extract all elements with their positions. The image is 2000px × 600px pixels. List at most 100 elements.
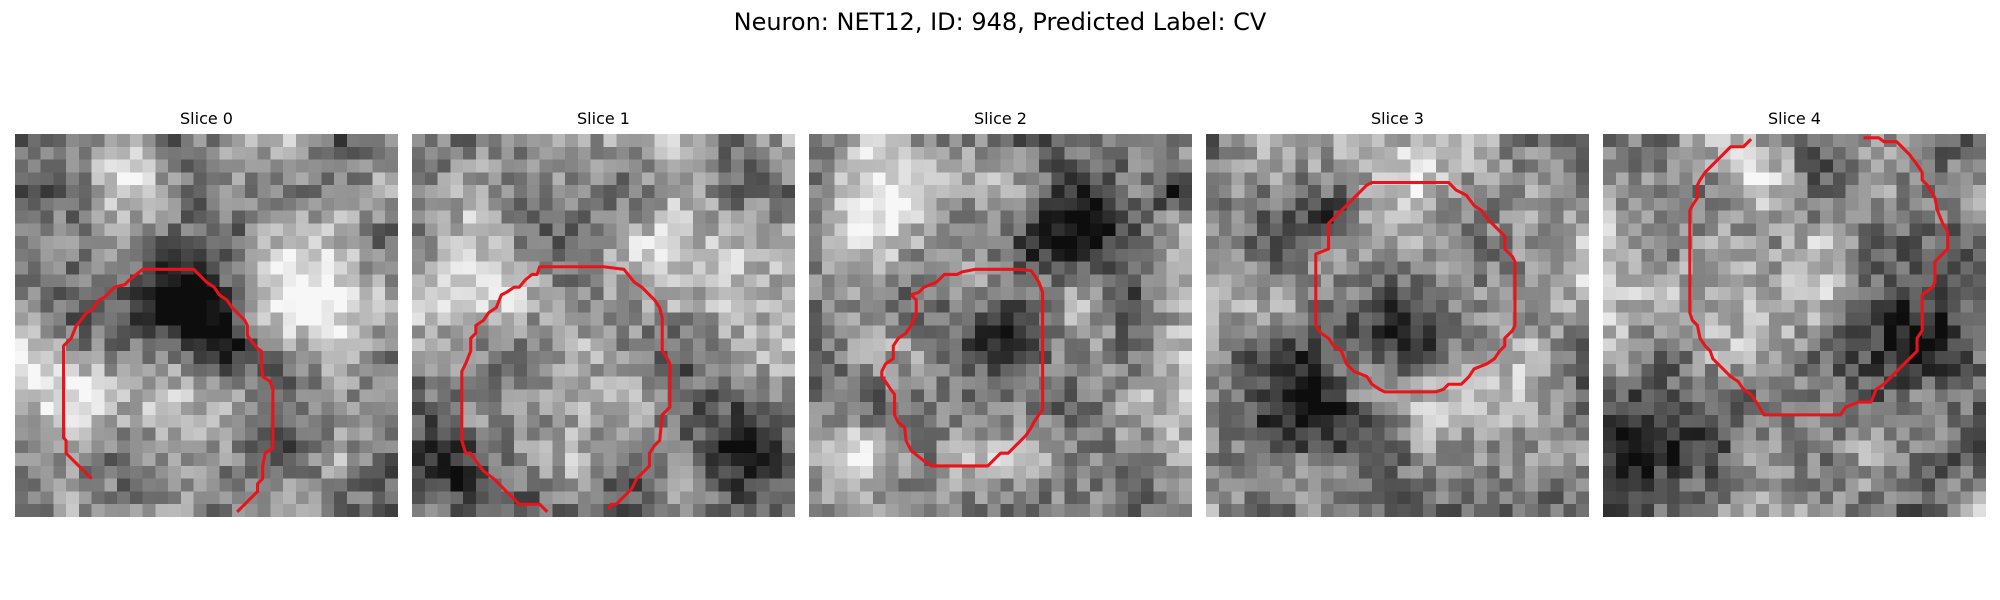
tile-pixel <box>78 197 92 211</box>
tile-pixel <box>872 261 886 275</box>
tile-pixel <box>552 185 566 199</box>
tile-pixel <box>756 465 770 479</box>
tile-pixel <box>1499 287 1513 301</box>
tile-pixel <box>1026 376 1040 390</box>
tile-pixel <box>1295 491 1309 505</box>
tile-pixel <box>718 440 732 454</box>
tile-pixel <box>590 248 604 262</box>
tile-pixel <box>1756 363 1770 377</box>
tile-pixel <box>565 159 579 173</box>
tile-pixel <box>949 248 963 262</box>
tile-pixel <box>526 287 540 301</box>
tile-pixel <box>1525 491 1539 505</box>
tile-pixel <box>104 312 118 326</box>
tile-pixel <box>936 159 950 173</box>
tile-pixel <box>1641 146 1655 160</box>
tile-pixel <box>1537 427 1551 441</box>
tile-pixel <box>295 453 309 467</box>
tile-pixel <box>834 389 848 403</box>
tile-pixel <box>501 453 515 467</box>
tile-pixel <box>1461 389 1475 403</box>
tile-pixel <box>1257 363 1271 377</box>
tile-pixel <box>1102 287 1116 301</box>
tile-pixel <box>1960 172 1974 186</box>
tile-pixel <box>1000 389 1014 403</box>
tile-pixel <box>1666 440 1680 454</box>
tile-pixel <box>885 248 899 262</box>
tile-pixel <box>872 134 886 148</box>
tile-pixel <box>987 402 1001 416</box>
tile-pixel <box>1257 312 1271 326</box>
tile-pixel <box>1128 261 1142 275</box>
tile-pixel <box>372 236 386 250</box>
tile-pixel <box>1474 478 1488 492</box>
tile-pixel <box>1832 159 1846 173</box>
tile-pixel <box>283 427 297 441</box>
tile-pixel <box>475 210 489 224</box>
tile-pixel <box>412 223 426 237</box>
tile-pixel <box>1781 261 1795 275</box>
tile-pixel <box>1807 440 1821 454</box>
tile-pixel <box>1397 478 1411 492</box>
tile-pixel <box>1128 427 1142 441</box>
tile-pixel <box>692 185 706 199</box>
tile-pixel <box>1448 261 1462 275</box>
tile-pixel <box>1397 440 1411 454</box>
tile-pixel <box>885 197 899 211</box>
tile-pixel <box>872 236 886 250</box>
tile-pixel <box>1499 453 1513 467</box>
tile-pixel <box>1206 504 1220 517</box>
tile-pixel <box>1820 197 1834 211</box>
tile-pixel <box>1973 134 1986 148</box>
tile-pixel <box>1603 427 1617 441</box>
tile-pixel <box>1909 248 1923 262</box>
tile-pixel <box>1282 453 1296 467</box>
tile-pixel <box>1537 248 1551 262</box>
tile-pixel <box>385 134 398 148</box>
tile-pixel <box>667 223 681 237</box>
tile-pixel <box>1807 325 1821 339</box>
tile-pixel <box>1603 159 1617 173</box>
tile-pixel <box>346 236 360 250</box>
tile-pixel <box>962 351 976 365</box>
tile-pixel <box>142 504 156 517</box>
tile-pixel <box>1832 427 1846 441</box>
tile-pixel <box>1537 389 1551 403</box>
tile-pixel <box>1666 376 1680 390</box>
tile-pixel <box>219 134 233 148</box>
tile-pixel <box>1206 274 1220 288</box>
tile-pixel <box>359 465 373 479</box>
tile-pixel <box>731 427 745 441</box>
tile-pixel <box>834 338 848 352</box>
tile-pixel <box>847 185 861 199</box>
tile-pixel <box>731 440 745 454</box>
tile-pixel <box>1654 299 1668 313</box>
tile-pixel <box>1231 146 1245 160</box>
tile-pixel <box>1448 465 1462 479</box>
tile-pixel <box>821 146 835 160</box>
tile-pixel <box>321 261 335 275</box>
tile-pixel <box>1257 338 1271 352</box>
tile-pixel <box>1435 248 1449 262</box>
tile-pixel <box>53 312 67 326</box>
tile-pixel <box>1257 261 1271 275</box>
tile-pixel <box>53 478 67 492</box>
tile-pixel <box>1013 197 1027 211</box>
tile-pixel <box>809 414 823 428</box>
tile-pixel <box>168 287 182 301</box>
tile-pixel <box>860 427 874 441</box>
tile-pixel <box>1257 223 1271 237</box>
tile-pixel <box>1628 376 1642 390</box>
tile-pixel <box>1794 453 1808 467</box>
tile-pixel <box>898 389 912 403</box>
tile-pixel <box>821 376 835 390</box>
tile-pixel <box>168 325 182 339</box>
tile-pixel <box>923 172 937 186</box>
tile-pixel <box>923 414 937 428</box>
tile-pixel <box>1474 402 1488 416</box>
tile-pixel <box>821 363 835 377</box>
tile-pixel <box>232 274 246 288</box>
tile-pixel <box>1883 440 1897 454</box>
tile-pixel <box>206 389 220 403</box>
tile-pixel <box>1794 402 1808 416</box>
